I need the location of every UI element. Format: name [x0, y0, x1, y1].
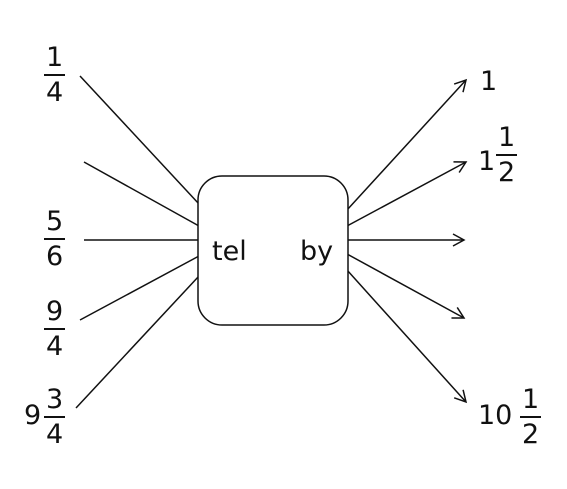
input-line-1 [79, 75, 200, 205]
output-5-whole: 10 [478, 400, 513, 431]
output-5-denominator: 2 [522, 419, 540, 450]
input-line-5 [75, 275, 200, 409]
input-3-denominator: 6 [46, 241, 64, 272]
input-5-denominator: 4 [46, 419, 64, 450]
machine-output-label: by [300, 236, 334, 267]
input-1-fraction: 1 4 [44, 44, 66, 108]
input-4-fraction: 9 4 [44, 298, 66, 362]
output-1-value: 1 [480, 66, 498, 97]
output-2-whole: 1 [478, 146, 496, 177]
output-2-denominator: 2 [498, 157, 516, 188]
output-5-fraction: 1 2 [520, 386, 542, 450]
input-3-fraction: 5 6 [44, 208, 66, 272]
input-5-numerator: 3 [44, 386, 66, 418]
output-arrow-5 [346, 269, 468, 404]
output-2-numerator: 1 [496, 124, 518, 156]
input-5-whole: 9 [24, 400, 42, 431]
output-5-numerator: 1 [520, 386, 542, 418]
output-arrow-4 [346, 253, 466, 319]
input-line-2 [83, 161, 200, 227]
input-4-numerator: 9 [44, 298, 66, 330]
input-1-denominator: 4 [46, 77, 64, 108]
machine-box [197, 175, 349, 326]
input-5-fraction: 3 4 [44, 386, 66, 450]
output-2-fraction: 1 2 [496, 124, 518, 188]
input-4-denominator: 4 [46, 331, 64, 362]
output-arrow-2 [346, 161, 468, 227]
input-3-numerator: 5 [44, 208, 66, 240]
input-line-4 [79, 255, 200, 321]
output-arrow-1 [346, 78, 468, 211]
input-1-numerator: 1 [44, 44, 66, 76]
machine-input-label: tel [212, 236, 247, 267]
